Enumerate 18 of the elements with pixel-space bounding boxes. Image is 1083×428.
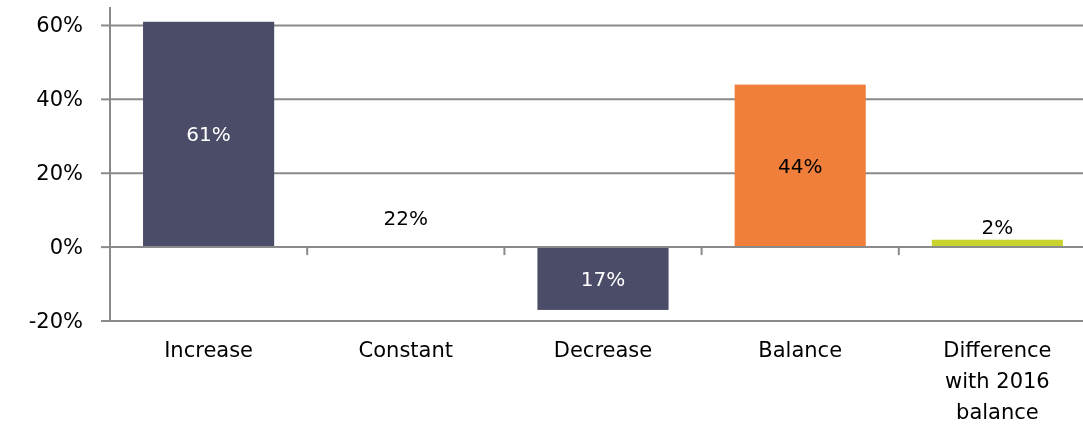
x-tick-label: Difference with 2016 balance <box>943 338 1052 424</box>
y-tick-label: 20% <box>36 161 83 186</box>
y-tick-label: 40% <box>36 87 83 112</box>
x-tick-label: Increase <box>164 338 254 362</box>
y-tick-label: 60% <box>36 13 83 38</box>
bar <box>734 84 866 248</box>
x-tick-label: Constant <box>358 338 454 362</box>
y-tick-label: 0% <box>49 235 83 260</box>
y-tick-label: -20% <box>28 309 83 333</box>
data-label: 61% <box>186 122 231 147</box>
x-tick-label: Balance <box>758 338 843 362</box>
bar <box>143 21 275 248</box>
bar <box>537 247 669 310</box>
data-label: 2% <box>981 214 1014 239</box>
annotation: 22% <box>383 206 429 231</box>
x-tick-label: Decrease <box>553 338 653 362</box>
data-label: 17% <box>580 266 626 291</box>
data-label: 44% <box>777 153 823 178</box>
